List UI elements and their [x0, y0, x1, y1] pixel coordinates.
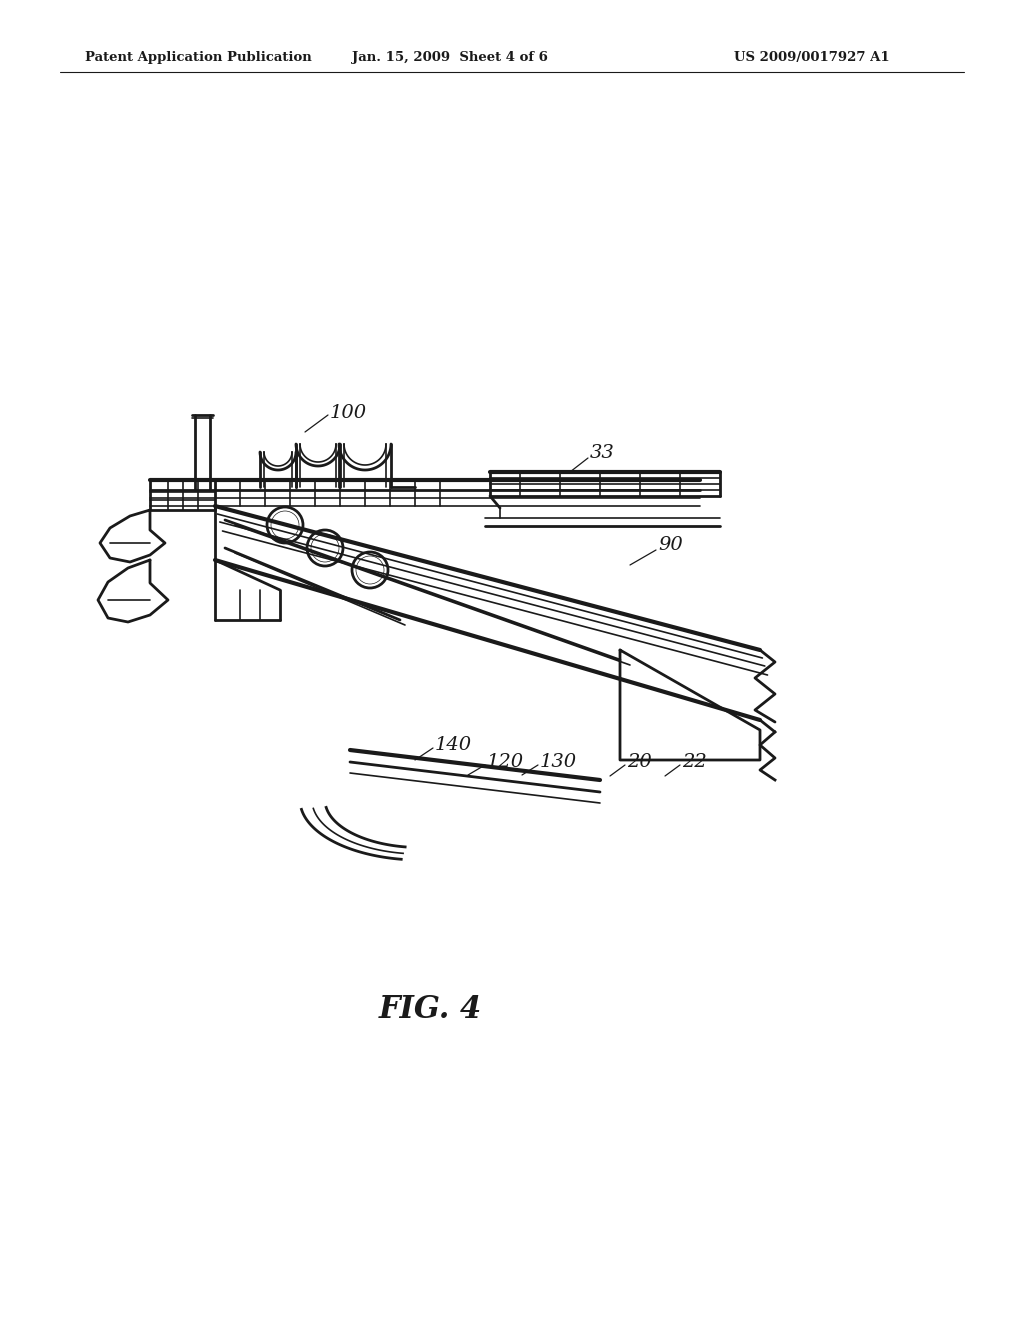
Text: Jan. 15, 2009  Sheet 4 of 6: Jan. 15, 2009 Sheet 4 of 6 [352, 51, 548, 65]
Text: 130: 130 [540, 752, 578, 771]
Text: Patent Application Publication: Patent Application Publication [85, 51, 311, 65]
Text: US 2009/0017927 A1: US 2009/0017927 A1 [734, 51, 890, 65]
Text: 140: 140 [435, 737, 472, 754]
Text: 33: 33 [590, 444, 614, 462]
Text: FIG. 4: FIG. 4 [379, 994, 481, 1026]
Text: 120: 120 [487, 752, 524, 771]
Text: 20: 20 [627, 752, 651, 771]
Text: 22: 22 [682, 752, 707, 771]
Text: 100: 100 [330, 404, 368, 422]
Text: 90: 90 [658, 536, 683, 554]
